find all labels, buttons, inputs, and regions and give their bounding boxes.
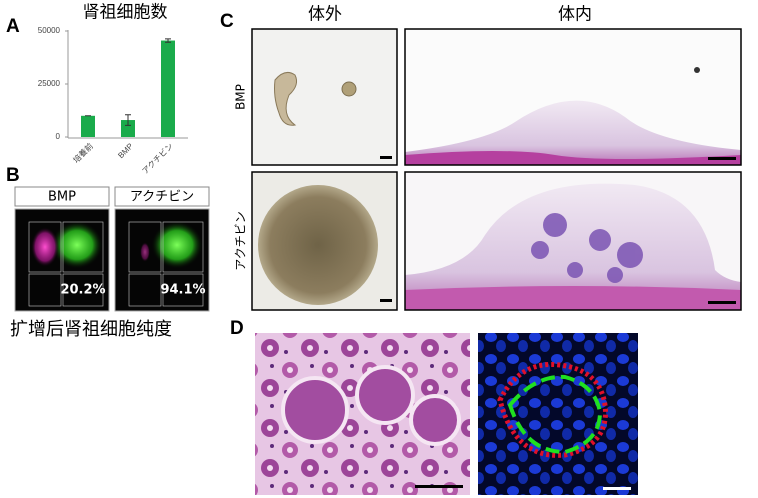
micrograph: [404, 171, 742, 311]
image-bg: [478, 333, 638, 495]
structure: [355, 365, 415, 425]
tissue: [405, 183, 741, 310]
header-box: [14, 186, 110, 207]
tissue: [405, 151, 741, 165]
row-label: BMP: [234, 84, 248, 110]
fluorescence-image: [478, 333, 638, 495]
bar-chart: 0 25000 50000 培養前 BMP アクチビン: [38, 26, 175, 176]
flow-title: アクチビン: [130, 190, 194, 205]
caption: 扩增后肾祖细胞纯度: [10, 319, 172, 340]
magenta-population: [31, 227, 59, 267]
scale-bar: [380, 156, 392, 159]
scale-bar: [415, 485, 463, 488]
x-tick-label: 培養前: [71, 141, 95, 165]
micrograph: [251, 171, 398, 311]
histology-image: [255, 333, 470, 495]
y-tick-label: 50000: [38, 26, 61, 35]
organoid: [341, 81, 357, 97]
panel-label: C: [220, 11, 234, 32]
organoid: [258, 185, 378, 305]
tissue: [405, 286, 741, 310]
scale-bar: [380, 299, 392, 302]
panel-label: A: [6, 16, 20, 37]
y-tick-label: 25000: [38, 79, 61, 88]
gate: [162, 273, 204, 307]
image-frame: [404, 171, 742, 311]
green-population: [151, 221, 203, 269]
structure: [409, 394, 461, 446]
structure: [281, 376, 349, 444]
error-bar: [165, 38, 171, 43]
image-bg: [252, 29, 397, 165]
gate: [128, 273, 162, 307]
panel-label: B: [6, 165, 20, 186]
image-frame: [251, 28, 398, 166]
error-bar: [125, 114, 131, 126]
column-header: 体内: [558, 5, 592, 25]
gate: [62, 221, 104, 273]
organoid: [274, 71, 297, 126]
row-label: アクチビン: [234, 211, 248, 270]
x-tick-label: BMP: [116, 142, 135, 161]
bar: [81, 115, 95, 137]
y-tick-label: 0: [56, 132, 61, 141]
panel-label: D: [230, 318, 244, 339]
gate: [28, 273, 62, 307]
x-tick-label: アクチビン: [141, 142, 175, 176]
gate: [28, 221, 62, 273]
scale-bar: [603, 487, 631, 490]
chart-title: 肾祖细胞数: [83, 3, 168, 23]
green-population: [51, 221, 103, 269]
nephron-structures: [531, 213, 643, 283]
percentage: 20.2%: [60, 283, 105, 298]
scale-bar: [708, 301, 736, 304]
bar: [161, 40, 175, 137]
green-stain: [507, 374, 603, 455]
flow-panels: BMP 20.2% アクチビン 94.1%: [14, 186, 210, 312]
flow-title: BMP: [48, 190, 76, 205]
debris: [694, 67, 700, 73]
image-frame: [404, 28, 742, 166]
gate: [62, 273, 104, 307]
percentage: 94.1%: [160, 283, 205, 298]
bar: [121, 120, 135, 137]
image-frame: [251, 171, 398, 311]
tissue: [405, 100, 741, 165]
micrograph: [404, 28, 742, 166]
header-box: [114, 186, 210, 207]
red-stain: [497, 361, 608, 458]
scale-bar: [708, 157, 736, 160]
gate: [162, 221, 204, 273]
micrograph: [251, 28, 398, 166]
magenta-population: [140, 242, 150, 262]
gate: [128, 221, 162, 273]
column-header: 体外: [308, 5, 342, 25]
